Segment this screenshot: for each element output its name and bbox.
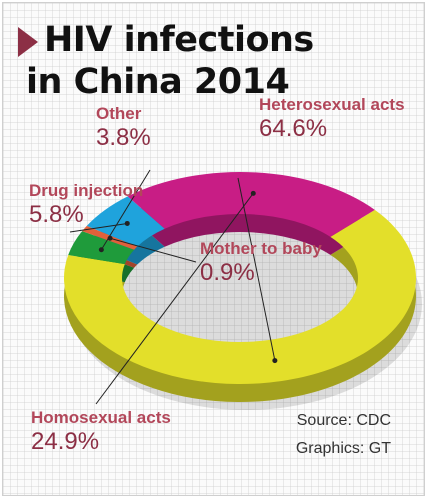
leader-line-heterosexual (237, 177, 276, 361)
slice-heterosexual (64, 209, 417, 385)
label-homosexual-name: Homosexual acts (31, 408, 171, 427)
label-homosexual: Homosexual acts 24.9% (31, 408, 171, 456)
label-heterosexual-value: 64.6% (259, 115, 328, 142)
label-heterosexual-name: Heterosexual acts (259, 95, 405, 114)
label-mother-value: 0.9% (200, 259, 255, 286)
label-mother-name: Mother to baby (200, 239, 322, 258)
leader-line-homosexual (95, 193, 254, 405)
label-other-name: Other (96, 104, 142, 123)
label-drug-value: 5.8% (29, 201, 84, 228)
leader-dot-drug (124, 220, 130, 226)
label-drug-name: Drug injection (29, 181, 144, 200)
label-other: Other 3.8% (96, 104, 151, 152)
source-note: Source: CDC (296, 412, 391, 429)
leader-dot-mother (107, 235, 113, 241)
label-mother: Mother to baby 0.9% (200, 239, 322, 287)
label-heterosexual: Heterosexual acts 64.6% (259, 95, 405, 143)
label-drug: Drug injection 5.8% (29, 181, 143, 229)
title-arrow-icon (18, 27, 38, 57)
slice-drug (86, 196, 165, 247)
leader-dot-homosexual (250, 190, 256, 196)
leader-dot-other (98, 247, 104, 253)
leader-line-drug (69, 222, 128, 233)
leader-dot-heterosexual (272, 358, 278, 364)
chart-title-line1: HIV infections (44, 20, 314, 60)
graphics-credit: Graphics: GT (295, 440, 391, 457)
leader-line-mother (109, 237, 197, 263)
label-homosexual-value: 24.9% (31, 428, 100, 455)
slice-homosexual (127, 172, 375, 237)
chart-title-line2: in China 2014 (26, 62, 290, 102)
label-other-value: 3.8% (96, 124, 151, 151)
